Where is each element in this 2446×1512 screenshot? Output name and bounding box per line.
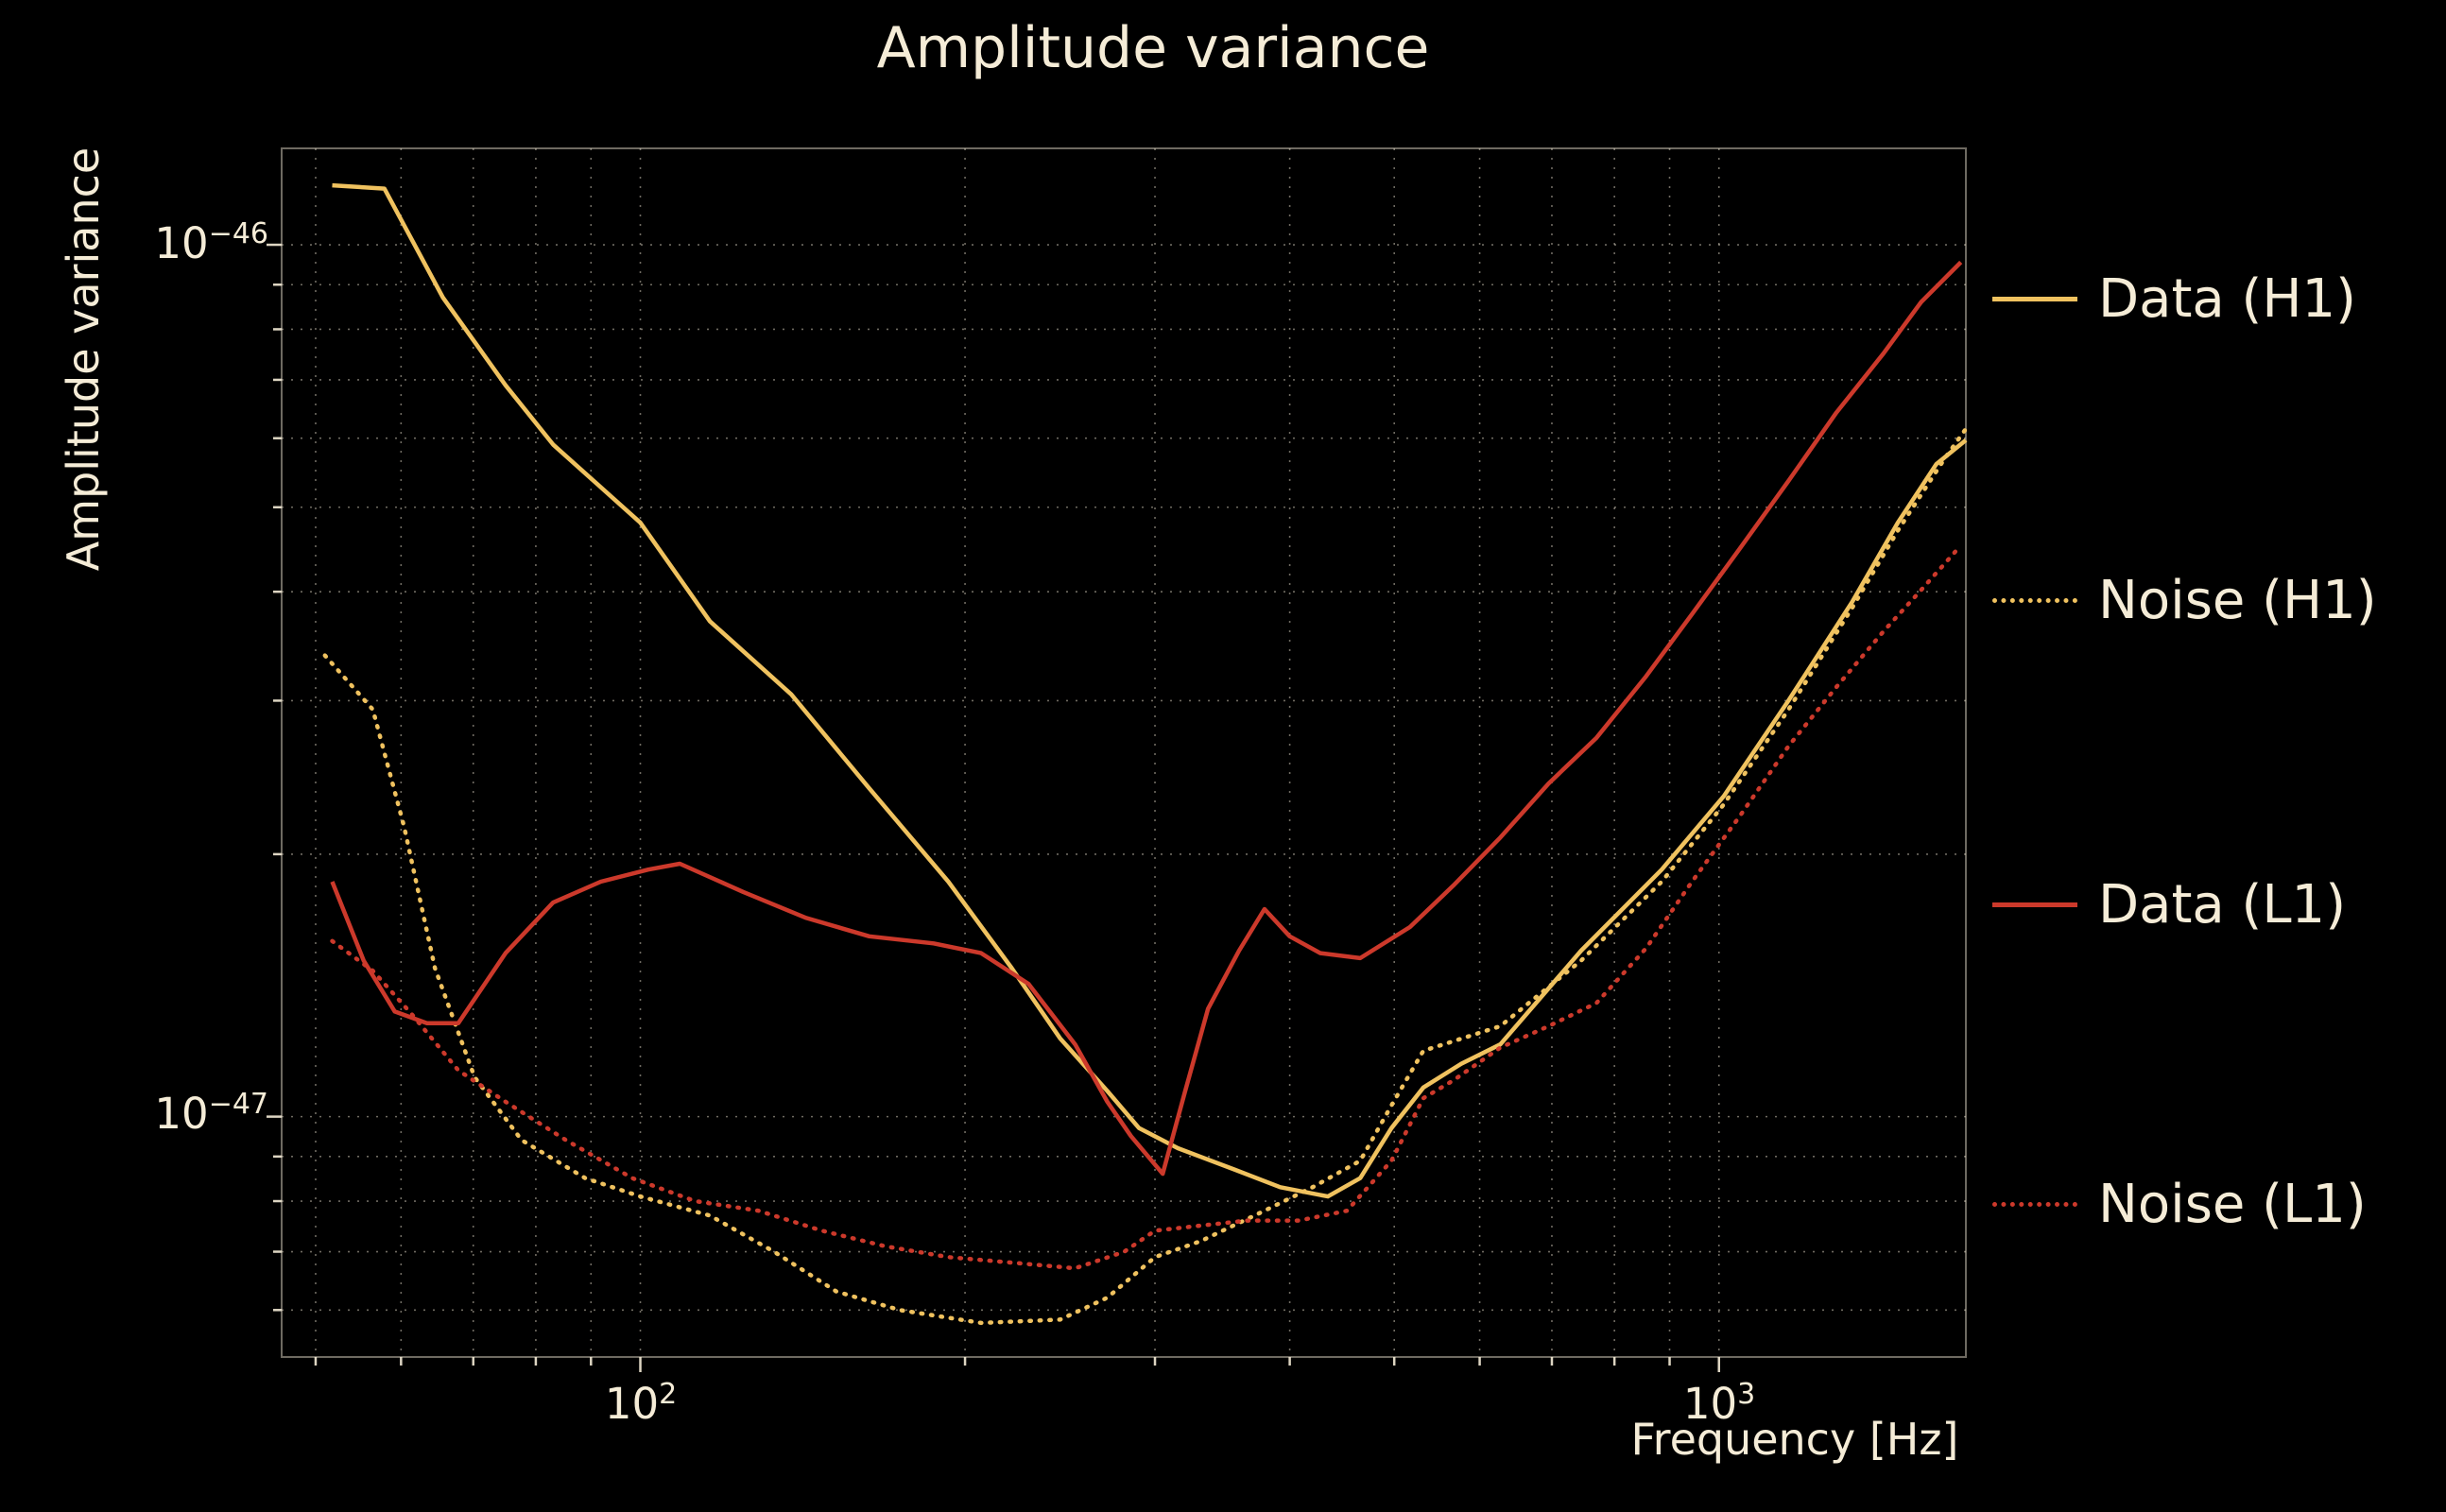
x-tick-label-100: 102 [604, 1378, 678, 1429]
legend-label-noise-h1: Noise (H1) [2098, 570, 2377, 631]
legend-label-noise-l1: Noise (L1) [2098, 1174, 2367, 1235]
legend-line-sample-noise-l1 [1992, 1202, 2077, 1207]
legend-line-sample-noise-h1 [1992, 598, 2077, 603]
legend-line-sample-data-l1 [1992, 902, 2077, 907]
legend-item-data-h1: Data (H1) [1992, 268, 2356, 330]
legend-label-data-l1: Data (L1) [2098, 874, 2347, 936]
series-line-2 [330, 260, 1963, 1177]
x-tick-label-1000: 103 [1682, 1378, 1756, 1429]
legend-item-data-l1: Data (L1) [1992, 874, 2346, 936]
legend-label-data-h1: Data (H1) [2098, 268, 2356, 330]
legend-item-noise-h1: Noise (H1) [1992, 570, 2377, 631]
legend-line-sample-data-h1 [1992, 297, 2077, 301]
series-line-3 [330, 542, 1963, 1271]
x-axis-label: Frequency [Hz] [1630, 1414, 1959, 1465]
series-line-1 [322, 426, 1969, 1326]
chart-title: Amplitude variance [876, 15, 1430, 81]
y-tick-label-1e-46: 10−46 [154, 217, 268, 268]
y-tick-label-1e-47: 10−47 [154, 1088, 268, 1139]
legend-item-noise-l1: Noise (L1) [1992, 1174, 2367, 1235]
y-axis-label: Amplitude variance [58, 146, 109, 572]
series-line-0 [332, 182, 1968, 1199]
legend: Data (H1) Noise (H1) Data (L1) Noise (L1… [1992, 0, 2446, 1512]
